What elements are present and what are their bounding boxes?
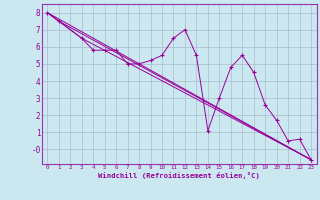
X-axis label: Windchill (Refroidissement éolien,°C): Windchill (Refroidissement éolien,°C) [98, 172, 260, 179]
